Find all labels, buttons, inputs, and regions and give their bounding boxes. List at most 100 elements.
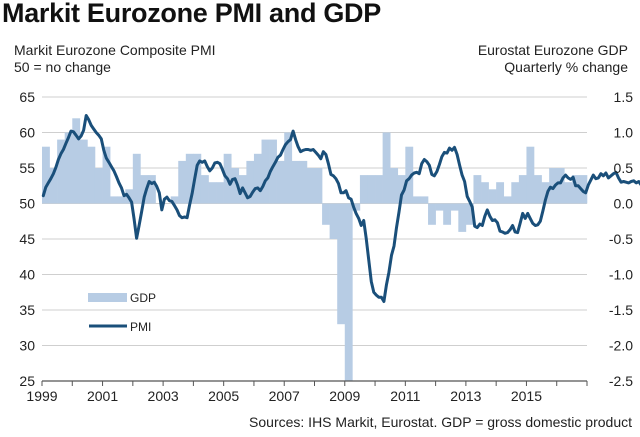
gdp-bar [579,175,588,204]
gdp-bar [306,168,315,204]
gdp-bar [246,160,255,204]
gdp-bar [412,196,421,204]
gdp-bar [269,139,277,204]
gdp-bar [110,196,118,204]
gdp-bar [208,182,217,204]
left-tick-label: 30 [19,338,35,354]
gridlines [42,96,587,346]
gdp-bar [571,175,580,204]
right-axis-title-line2: Quarterly % change [504,59,628,75]
gdp-bar [397,175,406,204]
x-tick-label: 2001 [87,388,118,404]
right-tick-label: -2.0 [609,338,633,354]
gdp-bar [488,189,497,204]
gdp-bar [329,203,338,239]
gdp-bar [465,203,474,225]
right-tick-label: -1.0 [609,267,633,283]
gdp-bar [564,182,573,204]
gdp-bar [503,196,512,204]
gdp-bar [49,168,58,204]
left-tick-label: 45 [19,231,35,247]
gdp-bar [117,196,126,204]
left-axis-title: Markit Eurozone Composite PMI 50 = no ch… [14,42,216,76]
x-tick-label: 2015 [511,388,542,404]
left-tick-label: 65 [19,89,35,105]
x-tick-label: 2013 [450,388,481,404]
right-tick-label: 1.0 [614,125,634,141]
gdp-bar [140,175,149,204]
gdp-bar [185,153,194,204]
left-tick-label: 55 [19,160,35,176]
right-tick-label: -0.5 [609,231,633,247]
gdp-bar [261,139,270,204]
left-axis-title-line2: 50 = no change [14,59,111,75]
right-axis-title-line1: Eurostat Eurozone GDP [477,42,628,58]
gdp-bar [458,203,467,232]
gdp-bar [79,139,88,204]
gdp-bar [42,146,50,204]
legend: GDP PMI [88,291,156,334]
gdp-bar [435,203,444,211]
gdp-bar [375,175,383,204]
gdp-bar [420,196,429,204]
gdp-bar [511,182,520,204]
gdp-bar [359,175,368,204]
legend-gdp-swatch [88,293,127,302]
gdp-bar [147,175,156,204]
left-tick-label: 40 [19,267,35,283]
gdp-bar [200,175,209,204]
right-tick-label: -1.5 [609,302,633,318]
legend-pmi-label: PMI [130,320,151,334]
gdp-bars [42,118,588,381]
gdp-bar [473,175,482,204]
gdp-bar [443,203,452,225]
axes [41,380,588,386]
gdp-bar [178,160,187,204]
gdp-bar [87,146,96,204]
gdp-bar [337,203,346,325]
gdp-bar [450,203,459,211]
gdp-bar [382,132,391,204]
gdp-bar [534,175,542,204]
gdp-bar [193,153,202,204]
gdp-bar [253,153,262,204]
gdp-bar [170,196,179,204]
right-axis-title: Eurostat Eurozone GDP Quarterly % change [478,42,628,76]
gdp-bar [405,146,414,204]
gdp-bar [216,182,224,204]
gdp-bar [231,168,240,204]
left-tick-label: 50 [19,196,35,212]
gdp-bar [291,160,300,204]
gdp-bar [556,168,565,204]
x-tick-label: 2005 [208,388,239,404]
gdp-bar [541,182,550,204]
left-axis-title-line1: Markit Eurozone Composite PMI [14,42,216,58]
right-tick-label: 0.5 [614,160,634,176]
gdp-bar [94,168,103,204]
right-tick-label: 0.0 [614,196,634,212]
pmi-line [41,114,640,303]
gdp-bar [284,132,293,204]
gdp-bar [549,168,558,204]
gdp-bar [344,203,353,381]
chart-title: Markit Eurozone PMI and GDP [2,0,381,28]
gdp-bar [102,146,111,204]
gdp-bar [276,160,285,204]
right-tick-label: -2.5 [609,373,633,389]
gdp-bar [518,175,527,204]
gdp-bar [314,168,323,204]
tick-labels: 65 60 55 50 45 40 35 30 25 1.5 1.0 0.5 0.0 -0.5 -1.0 -1… [19,89,633,404]
x-tick-label: 2011 [390,388,420,404]
source-note: Sources: IHS Markit, Eurostat. GDP = gro… [249,414,632,430]
left-tick-label: 35 [19,302,35,318]
gdp-bar [132,153,141,204]
x-tick-label: 2009 [329,388,360,404]
x-tick-label: 1999 [26,388,57,404]
gdp-bar [496,182,505,204]
gdp-bar [390,168,399,204]
gdp-bar [64,132,73,204]
gdp-bar [57,139,66,204]
gdp-bar [352,203,361,211]
left-tick-label: 60 [19,125,35,141]
